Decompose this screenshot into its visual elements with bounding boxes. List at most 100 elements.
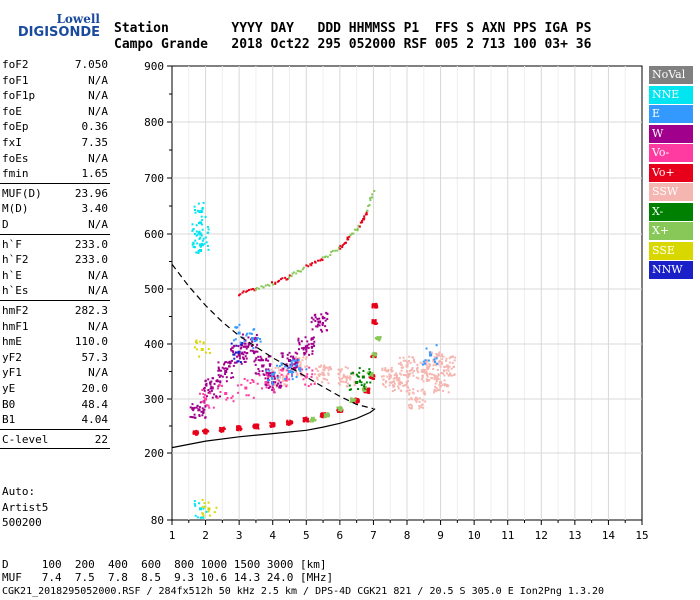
data-point-w [264, 383, 267, 386]
data-point-ssw [348, 375, 351, 378]
data-point-w [247, 336, 250, 339]
data-point-f2-trace [371, 196, 374, 199]
data-point-ssw [426, 365, 429, 368]
data-point-ssw [441, 353, 444, 356]
data-point-e [259, 340, 262, 343]
data-point-nne [206, 244, 209, 247]
muf-row: MUF 7.4 7.5 7.8 8.5 9.3 10.6 14.3 24.0 [… [2, 571, 334, 584]
data-point-ssw [349, 378, 352, 381]
data-point-w [237, 345, 240, 348]
data-point-ssw [411, 371, 414, 374]
param-name: yE [2, 382, 16, 395]
data-point-vo- [192, 432, 195, 435]
data-point-vo- [208, 406, 211, 409]
x-tick-label: 5 [303, 529, 310, 542]
data-point-e [271, 381, 274, 384]
data-point-x- [376, 337, 380, 340]
data-point-ssw [419, 406, 422, 409]
data-point-x- [310, 416, 313, 419]
data-point-vo- [357, 399, 360, 402]
data-point-w [273, 377, 276, 380]
data-point-vo- [244, 386, 248, 390]
data-point-nnw [237, 350, 241, 354]
param-name: foF1p [2, 89, 36, 103]
param-row: hmF2 282.3 [2, 304, 108, 318]
data-point-f2-trace [365, 213, 368, 216]
data-point-nne [192, 228, 195, 231]
data-point-x- [364, 386, 367, 389]
data-point-ssw [382, 378, 385, 381]
data-point-ssw [396, 379, 399, 382]
data-point-w [295, 365, 298, 368]
data-point-w [324, 319, 327, 322]
data-point-ssw [450, 374, 453, 377]
data-point-ssw [345, 379, 348, 382]
data-point-f2-trace [246, 289, 249, 292]
data-point-nne [196, 516, 199, 519]
data-point-ssw [409, 407, 412, 410]
data-point-e [425, 347, 428, 350]
data-point-vo- [258, 374, 261, 377]
data-point-f2-trace [287, 276, 290, 279]
data-point-ssw [408, 389, 411, 392]
data-point-ssw [404, 359, 407, 362]
data-point-vo- [207, 404, 210, 407]
data-point-ssw [445, 369, 448, 372]
data-point-ssw [324, 367, 327, 370]
data-point-ssw [437, 378, 440, 381]
data-point-vo- [285, 385, 288, 388]
data-point-ssw [326, 366, 329, 369]
data-point-w [198, 414, 201, 417]
y-tick-label: 800 [144, 116, 164, 129]
data-point-f2-trace [341, 244, 344, 247]
data-point-w [201, 414, 204, 417]
data-point-w [219, 381, 222, 384]
data-point-f2-trace [284, 276, 287, 279]
data-point-vo- [367, 390, 370, 393]
param-row: foF1p N/A [2, 89, 108, 103]
data-point-w [311, 350, 314, 353]
profile-solid-line [171, 408, 376, 449]
param-value: N/A [88, 73, 108, 87]
data-point-ssw [400, 363, 403, 366]
data-point-w [202, 410, 205, 413]
data-point-f2-trace [279, 278, 282, 281]
data-point-ssw [407, 386, 410, 389]
footer-info: CGK21_2018295052000.RSF / 284fx512h 50 k… [2, 586, 605, 597]
data-point-w [305, 350, 308, 353]
data-point-ssw [327, 382, 330, 385]
data-point-nne [199, 249, 203, 252]
data-point-e [248, 332, 251, 335]
data-point-e [290, 372, 293, 375]
data-point-e [253, 340, 256, 343]
data-point-ssw [319, 365, 322, 368]
data-point-x- [358, 380, 361, 383]
data-point-ssw [433, 356, 436, 359]
data-point-w [191, 403, 194, 406]
data-point-w [320, 328, 323, 331]
data-point-ssw [316, 376, 319, 379]
data-point-e [239, 341, 242, 344]
data-point-ssw [394, 377, 397, 380]
data-point-vo- [375, 306, 378, 309]
data-point-nne [195, 251, 198, 254]
data-point-f2-trace [317, 259, 320, 262]
x-tick-label: 8 [404, 529, 411, 542]
data-point-f2-trace [274, 282, 277, 285]
data-point-nne [193, 500, 196, 503]
data-point-vo- [280, 373, 283, 376]
data-point-w [313, 344, 316, 347]
data-point-nne [196, 242, 199, 245]
data-point-ssw [430, 351, 433, 354]
data-point-vo- [243, 377, 246, 380]
data-point-w [232, 345, 235, 348]
data-point-nne [205, 510, 208, 513]
data-point-nne [191, 243, 194, 246]
data-point-f2-trace [262, 286, 265, 289]
data-point-ssw [273, 383, 276, 386]
data-point-nne [198, 502, 201, 505]
data-point-f2-trace [307, 265, 310, 268]
data-point-ssw [406, 361, 409, 364]
data-point-ssw [402, 356, 405, 359]
data-point-ssw [322, 368, 325, 371]
